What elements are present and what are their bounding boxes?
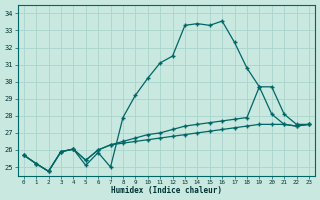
X-axis label: Humidex (Indice chaleur): Humidex (Indice chaleur)	[111, 186, 222, 195]
